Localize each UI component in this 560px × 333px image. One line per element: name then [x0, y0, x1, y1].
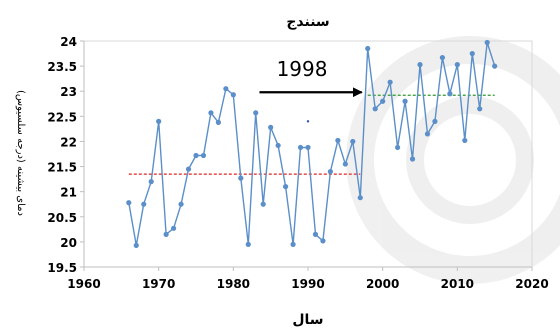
data-point: [342, 161, 348, 167]
y-tick-label: 21.5: [47, 161, 77, 175]
y-tick-label: 19.5: [47, 261, 77, 275]
data-point: [447, 91, 453, 97]
data-point: [253, 110, 259, 116]
data-point: [365, 45, 371, 52]
y-tick-label: 23: [60, 85, 77, 99]
x-tick-label: 2020: [515, 277, 548, 291]
data-point: [230, 92, 236, 98]
data-point: [439, 54, 445, 61]
reference-lines: [128, 94, 495, 175]
data-point: [380, 98, 386, 104]
annotation-label: 1998: [277, 57, 328, 81]
background-seal-watermark: [346, 36, 560, 284]
data-point: [290, 241, 296, 247]
x-tick-label: 1970: [142, 277, 175, 291]
data-point: [245, 241, 251, 247]
chart-title: سنندج: [286, 14, 329, 30]
y-tick-label: 24: [60, 35, 77, 49]
x-axis-title: سال: [292, 312, 323, 328]
y-tick-label: 22: [60, 135, 77, 149]
data-point: [283, 184, 289, 190]
data-point: [350, 138, 356, 145]
data-point: [193, 152, 199, 159]
data-point: [454, 62, 460, 68]
y-tick-label: 23.5: [47, 60, 77, 74]
x-tick-labels: 1960 1970 1980 1990 2000 2010 2020: [67, 267, 549, 291]
data-point: [335, 137, 341, 144]
y-tick-labels: 19.5 20 20.5 21 21.5 22 22.5 23 23.5 24: [47, 35, 84, 275]
y-axis-title: دمای بیشینه (درجه سلسیوس): [15, 90, 26, 216]
data-point: [320, 238, 326, 244]
y-tick-label: 20: [60, 236, 77, 250]
data-point: [477, 106, 483, 112]
y-tick-label: 20.5: [47, 211, 77, 225]
data-point: [327, 168, 333, 175]
data-point: [141, 201, 147, 207]
data-point: [223, 86, 229, 92]
data-point: [387, 79, 393, 85]
x-tick-label: 1990: [291, 277, 324, 291]
data-point: [312, 231, 319, 237]
y-tick-label: 21: [60, 186, 77, 200]
data-point: [163, 231, 169, 237]
data-point: [126, 200, 132, 206]
data-point: [305, 144, 311, 151]
data-point: [297, 144, 304, 151]
data-point: [238, 175, 244, 181]
x-tick-label: 2010: [441, 277, 474, 291]
data-point: [275, 142, 281, 149]
data-point: [492, 63, 498, 69]
data-point: [148, 179, 154, 185]
data-point: [409, 156, 416, 162]
data-point: [372, 106, 378, 112]
data-point: [484, 39, 490, 46]
data-point: [462, 137, 468, 144]
data-point: [268, 124, 274, 130]
data-point: [402, 98, 408, 104]
data-point: [357, 195, 363, 201]
data-point: [200, 152, 207, 159]
y-tick-label: 22.5: [47, 110, 77, 124]
data-point: [133, 242, 139, 249]
data-point: [215, 119, 221, 125]
data-point: [417, 62, 423, 68]
data-point: [424, 131, 431, 137]
data-point: [178, 201, 184, 207]
data-point: [260, 201, 266, 207]
x-tick-label: 1980: [217, 277, 250, 291]
x-tick-label: 1960: [67, 277, 100, 291]
x-tick-label: 2000: [366, 277, 399, 291]
series-layer: [126, 39, 498, 249]
data-point: [432, 118, 438, 124]
stray-marker: [306, 120, 310, 123]
data-point: [156, 118, 162, 124]
data-point: [208, 110, 214, 116]
annotation-layer: 1998: [259, 57, 363, 98]
data-point: [171, 225, 177, 231]
data-point: [469, 50, 475, 57]
data-point: [185, 166, 192, 172]
data-point: [395, 144, 401, 151]
